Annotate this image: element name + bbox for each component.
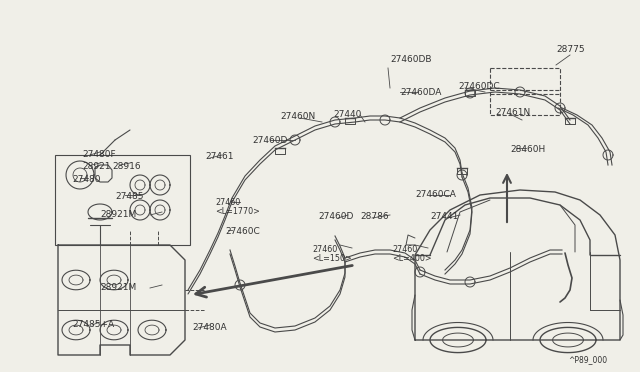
Text: 27461N: 27461N: [495, 108, 531, 117]
Text: 28921M: 28921M: [100, 283, 136, 292]
Text: 28921: 28921: [82, 162, 111, 171]
Text: 27460: 27460: [312, 245, 337, 254]
Text: 27460: 27460: [392, 245, 417, 254]
Text: 28916: 28916: [112, 162, 141, 171]
Text: 28775: 28775: [556, 45, 584, 54]
Text: 27460D: 27460D: [252, 136, 287, 145]
Text: 27460D: 27460D: [318, 212, 353, 221]
Text: 27460N: 27460N: [280, 112, 316, 121]
Text: 27480: 27480: [72, 175, 100, 184]
Text: 27485+A: 27485+A: [72, 320, 114, 329]
Text: 27440: 27440: [333, 110, 362, 119]
Text: 28921M: 28921M: [100, 210, 136, 219]
Text: <L=400>: <L=400>: [392, 254, 431, 263]
Bar: [55, 155, 190, 245]
Text: 27460C: 27460C: [225, 227, 260, 236]
Text: 27480F: 27480F: [82, 150, 116, 159]
Text: 27460: 27460: [215, 198, 240, 207]
Text: <L=1770>: <L=1770>: [215, 207, 260, 216]
Text: 28786: 28786: [360, 212, 388, 221]
Text: 27441: 27441: [430, 212, 458, 221]
Text: 27480A: 27480A: [192, 323, 227, 332]
Text: 27485: 27485: [115, 192, 143, 201]
Text: 27460CA: 27460CA: [415, 190, 456, 199]
Text: 27460DA: 27460DA: [400, 88, 442, 97]
Text: 27461: 27461: [205, 152, 234, 161]
Text: 28460H: 28460H: [510, 145, 545, 154]
Text: ^P89_000: ^P89_000: [568, 355, 607, 364]
Text: 27460DC: 27460DC: [458, 82, 500, 91]
Text: 27460DB: 27460DB: [390, 55, 431, 64]
Text: <L=150>: <L=150>: [312, 254, 352, 263]
